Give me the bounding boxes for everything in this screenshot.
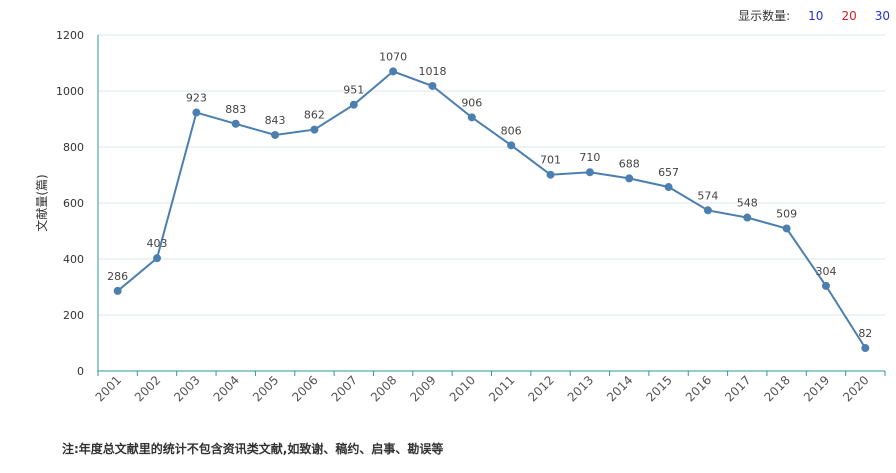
data-label-2010: 906 xyxy=(461,96,482,109)
x-tick-label-2009: 2009 xyxy=(407,373,438,404)
x-tick-label-2013: 2013 xyxy=(565,373,596,404)
data-point-2008[interactable] xyxy=(389,67,398,76)
data-point-2002[interactable] xyxy=(153,254,162,263)
data-point-2010[interactable] xyxy=(467,113,476,122)
x-tick-label-2011: 2011 xyxy=(486,373,517,404)
data-label-2018: 509 xyxy=(776,207,797,220)
data-label-2006: 862 xyxy=(304,109,325,122)
display-count-selector: 显示数量: 10 20 30 xyxy=(738,7,890,24)
data-label-2017: 548 xyxy=(737,197,758,210)
data-point-2015[interactable] xyxy=(664,183,673,192)
data-label-2007: 951 xyxy=(343,84,364,97)
data-point-2013[interactable] xyxy=(585,168,594,177)
x-tick-label-2007: 2007 xyxy=(329,373,360,404)
y-tick-label-600: 600 xyxy=(63,197,84,210)
data-point-2001[interactable] xyxy=(113,286,122,295)
data-point-2007[interactable] xyxy=(349,100,358,109)
data-label-2011: 806 xyxy=(501,124,522,137)
data-label-2004: 883 xyxy=(225,103,246,116)
data-points xyxy=(113,67,870,353)
series-line xyxy=(117,70,867,349)
data-point-2005[interactable] xyxy=(271,130,280,139)
data-label-2016: 574 xyxy=(697,189,718,202)
data-label-2013: 710 xyxy=(579,151,600,164)
data-label-2003: 923 xyxy=(186,92,207,105)
x-tick-label-2020: 2020 xyxy=(840,373,871,404)
data-point-2020[interactable] xyxy=(861,344,870,353)
x-tick-label-2002: 2002 xyxy=(132,373,163,404)
data-point-2019[interactable] xyxy=(821,281,830,290)
x-tick-label-2003: 2003 xyxy=(171,373,202,404)
display-count-option-10[interactable]: 10 xyxy=(808,8,824,23)
data-label-2008: 1070 xyxy=(379,50,407,63)
data-label-2005: 843 xyxy=(265,114,286,127)
data-point-2004[interactable] xyxy=(231,119,240,128)
y-tick-label-800: 800 xyxy=(63,141,84,154)
x-tick-label-2012: 2012 xyxy=(525,373,556,404)
x-tick-label-2006: 2006 xyxy=(289,373,320,404)
y-axis: 0 200 400 600 800 1000 1200 xyxy=(56,29,99,378)
data-labels: 286 403 923 883 843 862 951 1070 1018 906 806 701 71… xyxy=(107,50,872,340)
y-tick-label-400: 400 xyxy=(63,253,84,266)
y-axis-label: 文献量(篇) xyxy=(34,174,49,231)
data-point-2016[interactable] xyxy=(703,206,712,215)
gridlines xyxy=(98,34,885,316)
display-count-option-20[interactable]: 20 xyxy=(841,8,857,23)
x-tick-label-2010: 2010 xyxy=(447,373,478,404)
x-tick-label-2005: 2005 xyxy=(250,373,281,404)
x-tick-label-2017: 2017 xyxy=(722,373,753,404)
data-label-2015: 657 xyxy=(658,166,679,179)
data-label-2020: 82 xyxy=(858,327,872,340)
data-point-2006[interactable] xyxy=(310,125,319,134)
data-point-2018[interactable] xyxy=(782,224,791,233)
x-tick-label-2016: 2016 xyxy=(683,373,714,404)
data-point-2009[interactable] xyxy=(428,81,437,90)
y-tick-label-1000: 1000 xyxy=(56,85,84,98)
y-tick-label-0: 0 xyxy=(77,365,84,378)
x-tick-label-2001: 2001 xyxy=(93,373,124,404)
data-label-2019: 304 xyxy=(815,265,836,278)
data-label-2002: 403 xyxy=(147,237,168,250)
x-axis: 2001 2002 2003 2004 2005 2006 2007 2008 2009 2010… xyxy=(93,370,886,404)
y-tick-label-200: 200 xyxy=(63,309,84,322)
display-count-label: 显示数量: xyxy=(738,9,791,23)
x-tick-label-2019: 2019 xyxy=(801,373,832,404)
x-tick-label-2008: 2008 xyxy=(368,373,399,404)
x-tick-label-2004: 2004 xyxy=(211,373,242,404)
display-count-option-30[interactable]: 30 xyxy=(874,8,890,23)
data-point-2012[interactable] xyxy=(546,170,555,179)
x-tick-label-2015: 2015 xyxy=(643,373,674,404)
footnote: 注:年度总文献里的统计不包含资讯类文献,如致谢、稿约、启事、勘误等 xyxy=(62,442,444,456)
data-point-2017[interactable] xyxy=(743,213,752,222)
data-label-2009: 1018 xyxy=(418,65,446,78)
data-label-2014: 688 xyxy=(619,157,640,170)
data-point-2003[interactable] xyxy=(192,108,201,117)
x-tick-label-2018: 2018 xyxy=(761,373,792,404)
data-point-2011[interactable] xyxy=(507,141,516,150)
y-tick-label-1200: 1200 xyxy=(56,29,84,42)
data-point-2014[interactable] xyxy=(625,174,634,183)
data-label-2001: 286 xyxy=(107,270,128,283)
x-tick-label-2014: 2014 xyxy=(604,373,635,404)
data-label-2012: 701 xyxy=(540,154,561,167)
